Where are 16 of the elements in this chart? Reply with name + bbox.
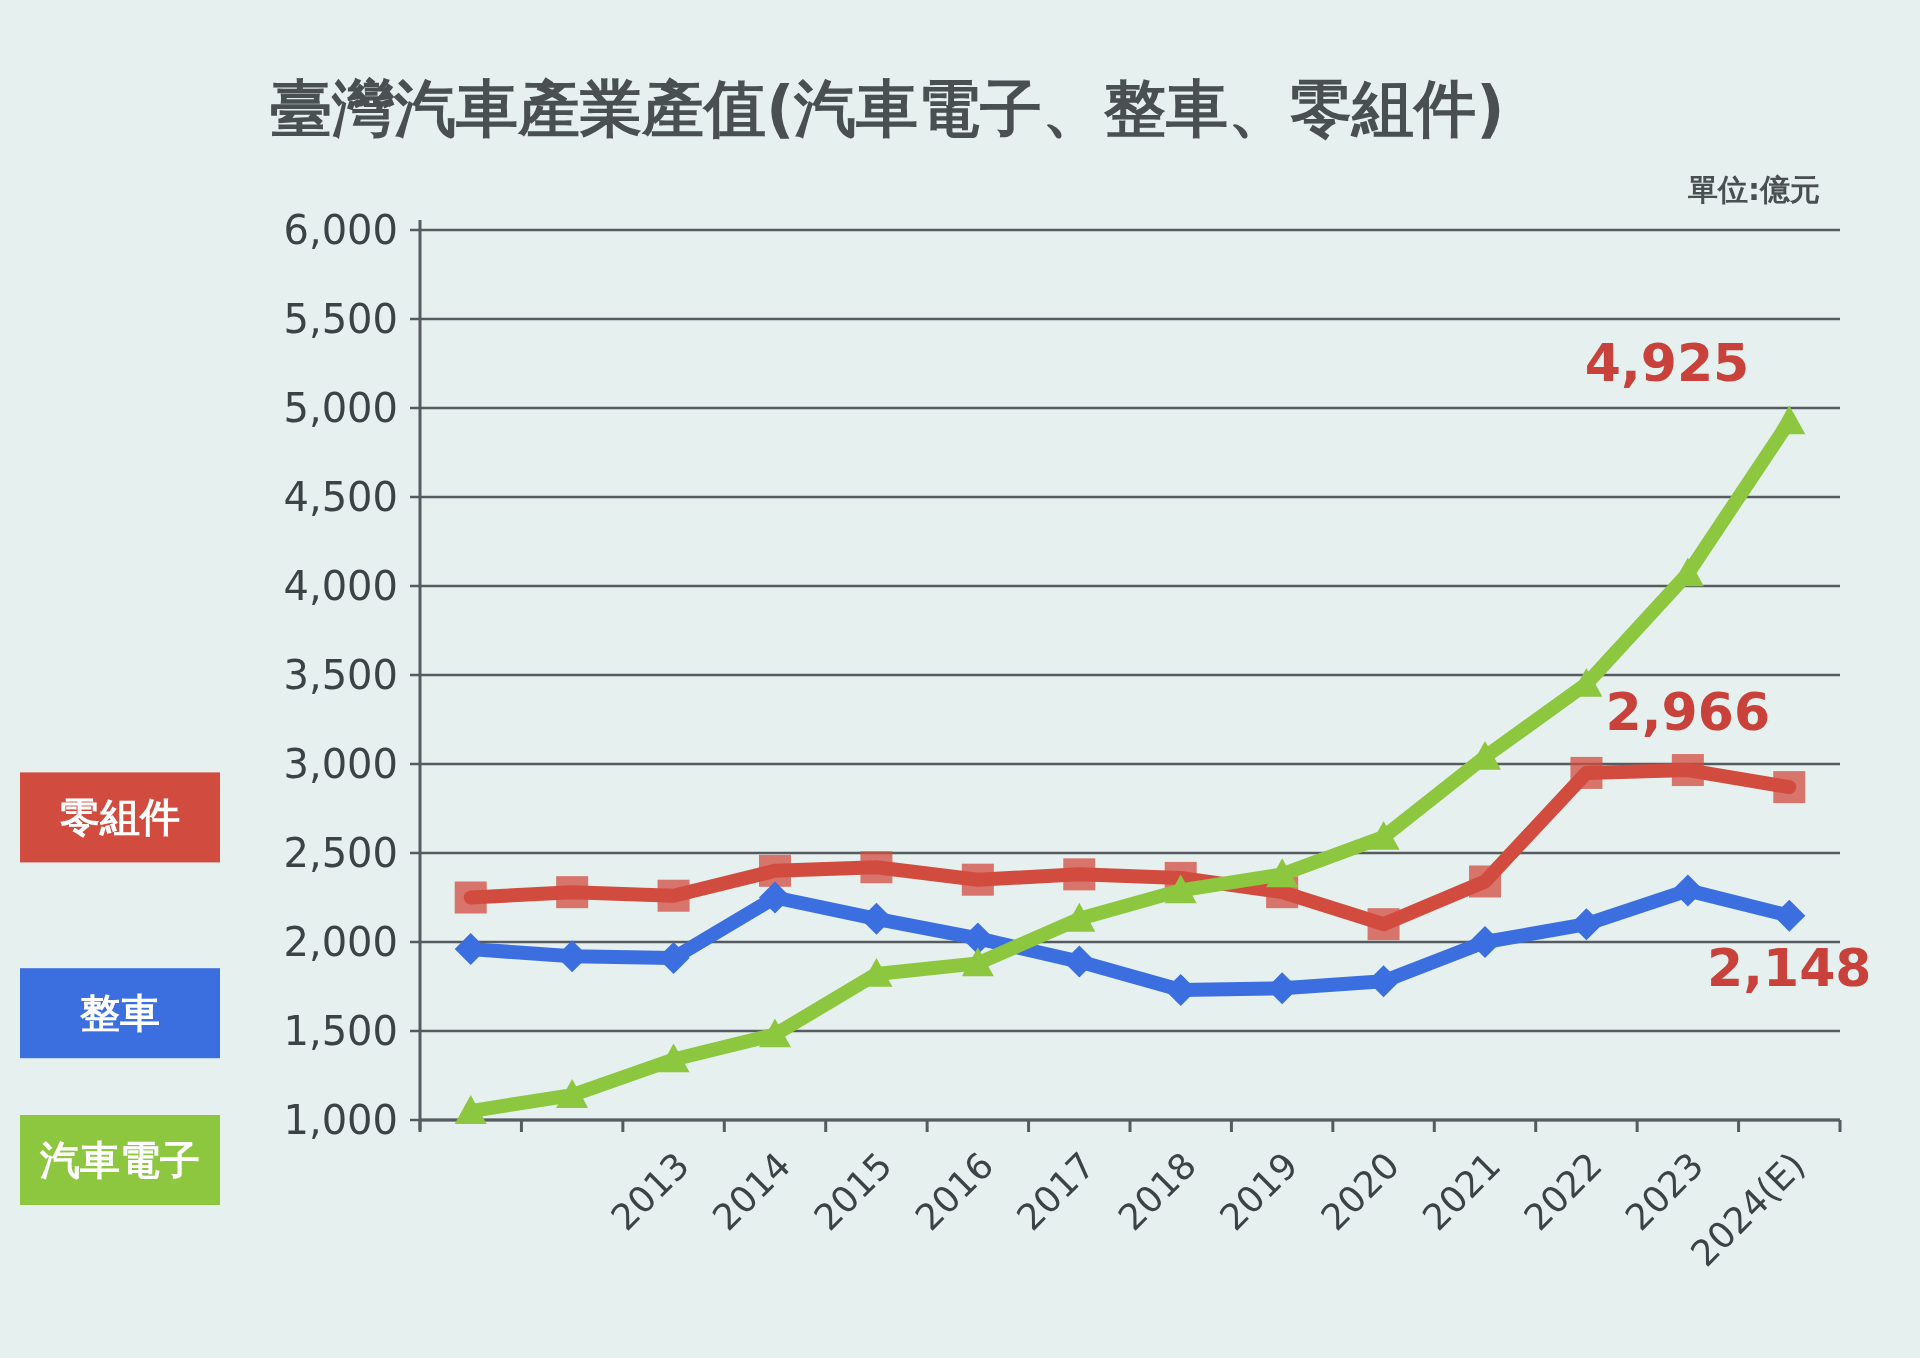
data-label: 2,148 (1707, 937, 1872, 998)
data-label: 4,925 (1584, 333, 1750, 394)
data-label: 2,966 (1605, 682, 1771, 743)
chart-title: 臺灣汽車產業產值(汽車電子、整車、零組件) (270, 72, 1505, 145)
y-tick-label: 6,000 (283, 207, 398, 253)
y-tick-label: 1,000 (283, 1097, 398, 1143)
y-tick-label: 2,500 (283, 830, 398, 876)
y-tick-label: 5,500 (283, 296, 398, 342)
chart-subtitle: 單位:億元 (1688, 172, 1820, 207)
y-tick-label: 4,000 (283, 563, 398, 609)
y-tick-label: 3,000 (283, 741, 398, 787)
y-tick-label: 1,500 (283, 1008, 398, 1054)
y-tick-label: 4,500 (283, 474, 398, 520)
y-tick-label: 2,000 (283, 919, 398, 965)
y-tick-label: 3,500 (283, 652, 398, 698)
y-tick-label: 5,000 (283, 385, 398, 431)
